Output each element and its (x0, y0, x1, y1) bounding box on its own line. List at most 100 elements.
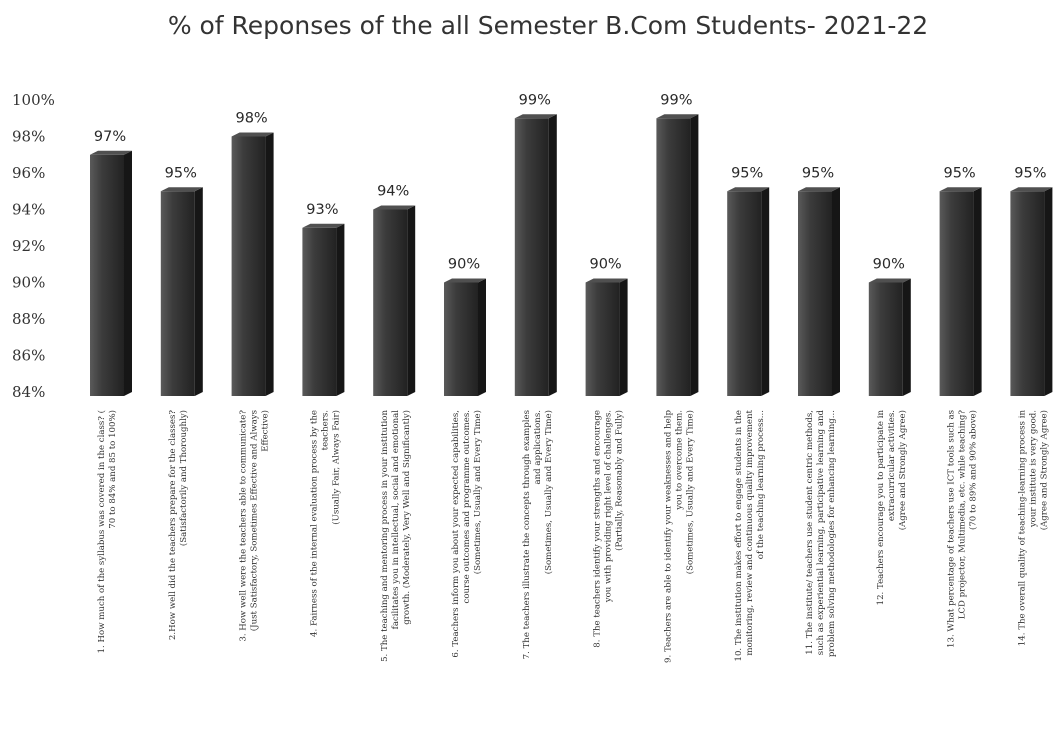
y-tick-label: 96% (12, 164, 45, 182)
x-tick-label: 14. The overall quality of teaching-lear… (1017, 410, 1049, 647)
bar-top (656, 114, 699, 119)
bar-top (939, 187, 982, 192)
bar-front (90, 154, 124, 396)
bar-top (90, 150, 132, 155)
x-tick-label-line: your institute is very good. (1028, 410, 1038, 528)
bar-top (302, 223, 345, 228)
data-labels: 97% 95% 98% 93% 94% 90% 99% 90% 99% 95% 95% 90% 95% 9… (94, 92, 1047, 272)
data-label: 94% (377, 184, 409, 200)
y-tick-label: 84% (12, 383, 45, 401)
x-axis: 1. How much of the syllabus was covered … (96, 409, 1049, 662)
bar-front (160, 191, 195, 396)
bar (444, 278, 486, 396)
bar-top (160, 187, 203, 192)
bar-front (868, 282, 903, 396)
x-tick-label-line: 5. The teaching and mentoring process in… (380, 410, 390, 662)
x-tick-label-line: (Satisfactorily and Thoroughly) (178, 410, 189, 546)
x-tick-label-line: monitoring, review and continuous qualit… (745, 409, 755, 655)
x-tick-label-line: course outcomes and programme outcomes. (462, 410, 472, 603)
bar-side (619, 278, 628, 396)
x-tick-label-line: 4. Fairness of the internal evaluation p… (309, 410, 319, 637)
x-tick-label-line: such as experiential learning, participa… (816, 410, 826, 656)
x-tick-label-line: (Agree and Strongly Agree) (1038, 410, 1049, 530)
y-tick-label: 88% (12, 310, 45, 328)
bar-top (1010, 187, 1053, 192)
x-tick-label-line: LCD projector, Multimedia, etc. while te… (958, 410, 968, 620)
x-tick-label-line: 10. The institution makes effort to enga… (734, 410, 744, 662)
x-tick-label-line: (Sometimes, Usually and Every Time) (684, 410, 695, 574)
bar (373, 205, 416, 396)
bar-top (868, 278, 911, 283)
x-tick-label-line: 2.How well did the teachers prepare for … (168, 410, 178, 641)
bar-front (939, 191, 974, 396)
x-tick-label-line: Effective) (260, 410, 271, 452)
bar-top (231, 132, 274, 137)
bar-front (1010, 191, 1045, 396)
y-tick-label: 90% (12, 274, 45, 292)
bar (868, 278, 911, 396)
bar-front (302, 227, 337, 396)
bar-top (585, 278, 628, 283)
data-label: 99% (660, 92, 692, 108)
bar-top (514, 114, 557, 119)
bar-side (124, 150, 132, 396)
x-tick-label: 1. How much of the syllabus was covered … (96, 410, 118, 653)
x-tick-label-line: 14. The overall quality of teaching-lear… (1017, 410, 1027, 647)
y-axis: 84% 86% 88% 90% 92% 94% 96% 98% 100% (12, 91, 55, 401)
x-tick-label-line: extracurricular activities. (887, 410, 897, 521)
x-tick-label: 7. The teachers illustrate the concepts … (522, 410, 554, 659)
x-tick-label-line: 70 to 84% and 85 to 100%) (107, 410, 118, 529)
bar (514, 114, 557, 396)
x-tick-label: 11. The institute/ teachers use student … (805, 410, 837, 658)
bar-front (585, 282, 620, 396)
x-tick-label-line: (Sometimes, Usually and Every Time) (472, 410, 483, 574)
bar-side (336, 223, 345, 396)
x-tick-label: 3. How well were the teachers able to co… (239, 410, 271, 642)
bar-side (194, 187, 203, 396)
data-label: 95% (802, 165, 834, 181)
x-tick-label: 5. The teaching and mentoring process in… (380, 410, 412, 662)
bar (798, 187, 840, 396)
x-tick-label-line: (70 to 89% and 90% above) (968, 410, 979, 530)
bar-front (798, 191, 832, 396)
bar-side (832, 187, 840, 396)
bar (939, 187, 982, 396)
bar-front (444, 282, 478, 396)
bar-side (407, 205, 416, 396)
x-tick-label: 13. What percentage of teachers use ICT … (947, 410, 979, 648)
x-tick-label-line: (Partially, Reasonably and Fully) (614, 410, 625, 551)
x-tick-label: 8. The teachers identify your strengths … (593, 410, 625, 648)
x-tick-label-line: (Agree and Strongly Agree) (897, 410, 908, 530)
bar-side (265, 132, 274, 396)
y-tick-label: 92% (12, 237, 45, 255)
data-label: 98% (235, 111, 267, 127)
bar-front (727, 191, 762, 396)
bar-front (656, 118, 691, 396)
x-tick-label-line: you with providing right level of challe… (604, 410, 614, 603)
bar-side (973, 187, 982, 396)
x-tick-label-line: 7. The teachers illustrate the concepts … (522, 410, 532, 659)
x-tick-label: 10. The institution makes effort to enga… (734, 409, 766, 661)
x-tick-label-line: 12. Teachers encourage you to participat… (876, 410, 886, 606)
x-tick-label-line: facilitates you in intellectual, social … (391, 410, 401, 630)
data-label: 93% (306, 202, 338, 218)
x-tick-label-line: and applications. (533, 410, 543, 485)
x-tick-label: 9. Teachers are able to identify your we… (663, 410, 695, 663)
y-tick-label: 86% (12, 347, 45, 365)
chart-title: % of Reponses of the all Semester B.Com … (168, 11, 928, 40)
x-tick-label-line: teachers. (320, 410, 330, 450)
bar-top (798, 187, 840, 192)
x-tick-label-line: 9. Teachers are able to identify your we… (663, 410, 673, 663)
bar-top (727, 187, 770, 192)
data-label: 95% (731, 165, 763, 181)
x-tick-label-line: 6. Teachers inform you about your expect… (451, 410, 461, 658)
bar-side (902, 278, 911, 396)
y-tick-label: 98% (12, 128, 45, 146)
data-label: 95% (1014, 165, 1046, 181)
bar-side (548, 114, 557, 396)
x-tick-label-line: 3. How well were the teachers able to co… (239, 410, 249, 642)
bar (302, 223, 345, 396)
data-label: 90% (873, 257, 905, 273)
data-label: 99% (519, 92, 551, 108)
